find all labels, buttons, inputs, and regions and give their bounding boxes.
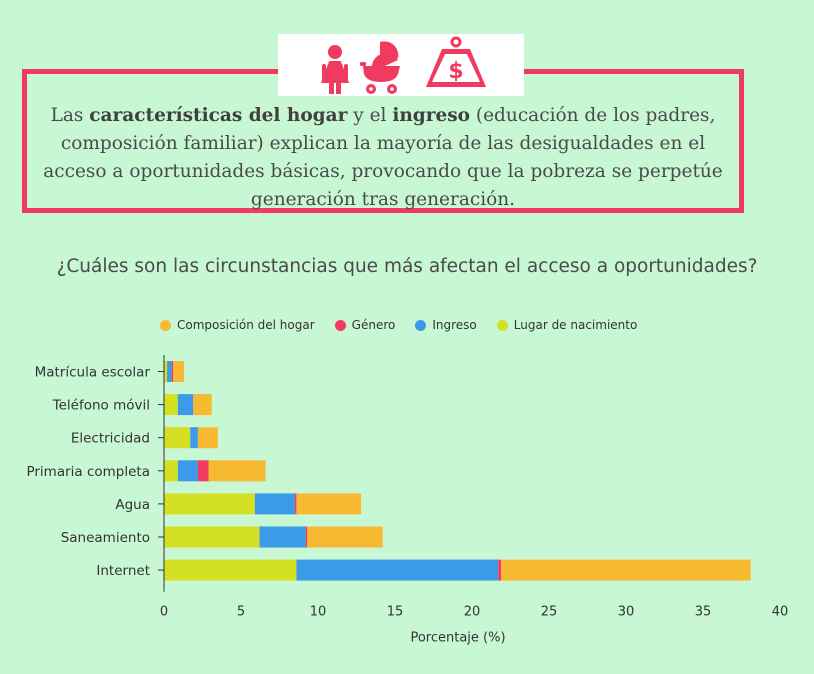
bar-segment: [190, 427, 198, 449]
legend-item: Ingreso: [415, 318, 477, 332]
legend-label: Lugar de nacimiento: [513, 318, 638, 332]
bar-segment: [164, 559, 297, 581]
bar-segment: [164, 460, 178, 482]
chart-question-heading: ¿Cuáles son las circunstancias que más a…: [56, 256, 758, 277]
category-label: Electricidad: [71, 431, 150, 447]
legend-swatch: [160, 319, 171, 331]
bar-segment: [164, 493, 255, 515]
bar-chart: Matrícula escolar Teléfono móvil Electrici…: [26, 355, 789, 646]
bar-segment: [164, 427, 191, 449]
quote-emphasis-household: características del hogar: [89, 105, 348, 126]
category-label: Agua: [115, 497, 150, 513]
icon-strip: $: [278, 34, 524, 96]
quote-text: Las características del hogar y el ingre…: [43, 105, 723, 210]
legend-swatch: [415, 319, 427, 331]
x-tick-label: 25: [541, 605, 558, 620]
baby-stroller-icon: [360, 41, 400, 94]
bar-segment: [193, 394, 212, 416]
bar-segment: [197, 427, 218, 449]
legend-swatch: [496, 319, 508, 331]
bar-segment: [498, 559, 502, 581]
x-tick-label: 40: [772, 605, 789, 620]
bar-segment: [296, 559, 499, 581]
category-label: Saneamiento: [61, 530, 150, 546]
bar-segment: [305, 526, 308, 548]
bar-segment: [177, 394, 194, 416]
bar-segment: [208, 460, 266, 482]
category-label: Internet: [96, 563, 150, 579]
legend-item: Composición del hogar: [160, 318, 315, 332]
woman-icon: [321, 45, 349, 94]
bar-segment: [197, 460, 209, 482]
chart-legend: Composición del hogar Género Ingreso Lugar …: [160, 316, 657, 334]
x-tick-label: 10: [310, 605, 327, 620]
x-axis-title: Porcentaje (%): [410, 631, 505, 646]
bar-segment: [164, 526, 260, 548]
legend-label: Ingreso: [432, 318, 477, 332]
x-tick-label: 0: [160, 605, 168, 620]
category-label: Matrícula escolar: [35, 365, 151, 381]
bar-segment: [177, 460, 198, 482]
bar-segment: [294, 493, 297, 515]
bar-segment: [259, 526, 306, 548]
bar-segment: [254, 493, 295, 515]
legend-item: Lugar de nacimiento: [496, 318, 638, 332]
legend-label: Género: [351, 318, 396, 332]
x-tick-label: 30: [618, 605, 635, 620]
bar-segment: [296, 493, 362, 515]
money-weight-icon: $: [426, 36, 486, 87]
bar-segment: [167, 361, 172, 382]
x-tick-label: 5: [237, 605, 245, 620]
x-tick-label: 35: [695, 605, 712, 620]
bar-segment: [164, 361, 168, 382]
legend-item: Género: [334, 318, 396, 332]
legend-label: Composición del hogar: [177, 318, 315, 332]
quote-emphasis-income: ingreso: [392, 105, 471, 126]
svg-text:$: $: [448, 59, 463, 84]
x-tick-label: 15: [387, 605, 404, 620]
category-label: Teléfono móvil: [52, 398, 150, 414]
x-tick-label: 20: [464, 605, 481, 620]
legend-swatch: [334, 319, 346, 331]
category-label: Primaria completa: [26, 464, 150, 480]
bar-segment: [171, 361, 174, 382]
bar-segment: [501, 559, 751, 581]
bar-segment: [307, 526, 383, 548]
bar-segment: [164, 394, 178, 416]
bar-segment: [173, 361, 185, 382]
